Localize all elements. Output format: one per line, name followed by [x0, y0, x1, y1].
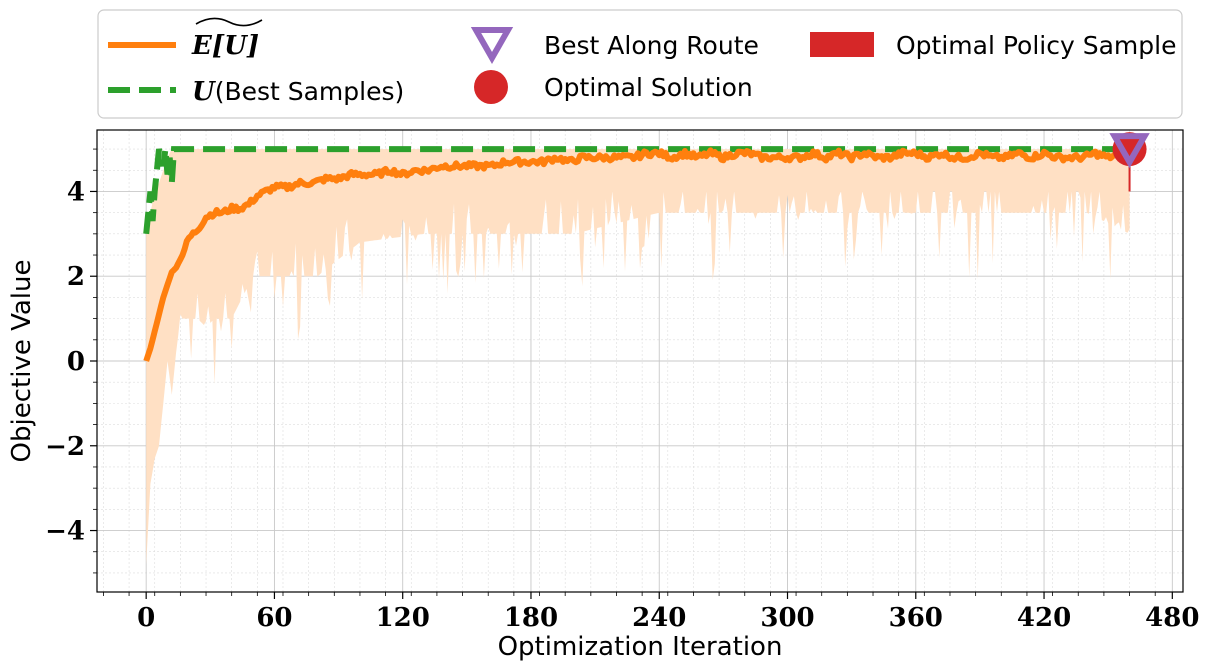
legend-label-best-samples-text: (Best Samples): [215, 77, 405, 106]
y-axis-label: Objective Value: [7, 260, 37, 463]
legend-swatch-optimal-policy-sample: [810, 32, 874, 57]
legend-label-best-along-route: Best Along Route: [544, 31, 759, 60]
x-axis-label: Optimization Iteration: [498, 632, 783, 662]
series-expected-line: [143, 146, 1131, 362]
legend-label-best-samples-math: U: [192, 77, 216, 107]
x-tick-label: 360: [889, 603, 943, 633]
legend-swatch-best-along-route: [470, 27, 514, 65]
confidence-band: [146, 149, 1130, 565]
y-tick-label: 2: [67, 262, 85, 292]
y-tick-label: −2: [45, 432, 85, 462]
legend-label-optimal-policy-sample: Optimal Policy Sample: [896, 31, 1176, 60]
legend-swatch-optimal-solution: [474, 70, 508, 104]
x-tick-label: 120: [376, 603, 430, 633]
x-tick-label: 420: [1017, 603, 1071, 633]
best-along-route-marker: [1109, 133, 1150, 169]
x-tick-label: 300: [760, 603, 814, 633]
series-best-samples-line: [143, 146, 1130, 235]
y-tick-label: −4: [45, 517, 85, 547]
optimal-solution-marker: [1112, 132, 1147, 167]
legend-tilde-expected: [195, 17, 263, 27]
x-tick-label: 180: [504, 603, 558, 633]
legend-label-optimal-solution: Optimal Solution: [544, 73, 753, 102]
legend-label-best-samples: U(Best Samples): [192, 77, 404, 107]
ticks: 0 60 120 180 240 300 360 420 480 −4 −2 0 2 4: [45, 148, 1199, 633]
y-tick-label: 0: [67, 347, 85, 377]
x-tick-label: 0: [137, 603, 155, 633]
x-tick-label: 240: [632, 603, 686, 633]
x-tick-label: 60: [256, 603, 292, 633]
legend: E[U] U(Best Samples) Best Along Route Op…: [97, 9, 1183, 119]
legend-label-expected: E[U]: [191, 31, 259, 61]
legend-frame: [97, 9, 1183, 119]
plot-area: 0 60 120 180 240 300 360 420 480 −4 −2 0 2 4: [45, 129, 1199, 633]
x-tick-label: 480: [1145, 603, 1199, 633]
y-tick-label: 4: [67, 177, 85, 207]
